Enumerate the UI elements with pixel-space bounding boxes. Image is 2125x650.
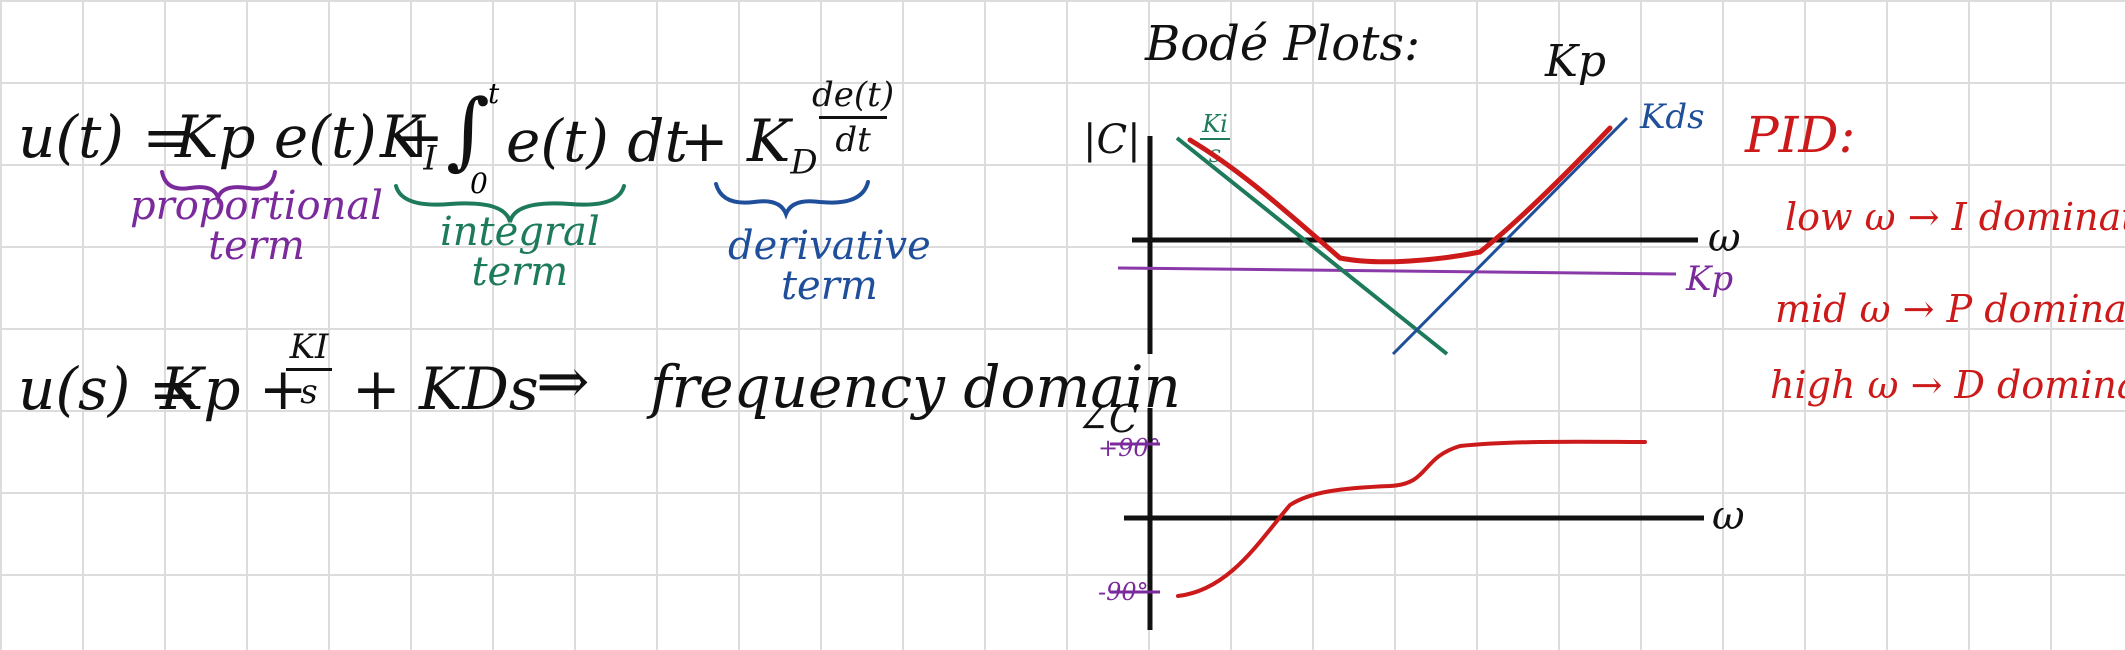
integral-expression: KI <box>380 108 437 176</box>
derivative-numerator: de(t) <box>812 75 895 115</box>
pid-title: PID: <box>1745 106 1856 164</box>
derivative-term-label: derivative term <box>728 226 931 306</box>
kp-magnitude-line <box>1117 266 1677 276</box>
time-lhs: u(t) = <box>18 103 191 171</box>
phase-axis-label: ∠C <box>1077 397 1138 441</box>
derivative-denominator: dt <box>835 120 871 160</box>
fraction-bar <box>286 368 332 371</box>
freq-ki-numerator: KI <box>289 327 329 367</box>
integral-lower-limit: 0 <box>470 167 488 200</box>
freq-plus-2: + <box>352 355 401 423</box>
integral-label-line2: term <box>471 249 569 295</box>
freq-kd-term: + KDs <box>352 360 539 418</box>
pid-magnitude-curve <box>1187 125 1613 265</box>
magnitude-omega-label: ω <box>1708 215 1741 261</box>
proportional-expression: Kp e(t) + <box>175 108 444 166</box>
ki-symbol: K <box>380 103 424 171</box>
kd-symbol: K <box>747 107 791 175</box>
kp-top-label: Kp <box>1545 36 1607 87</box>
kd-subscript: D <box>790 142 818 183</box>
derivative-fraction: de(t) dt <box>812 78 894 157</box>
pid-note-mid: mid ω → P dominates <box>1775 287 2125 331</box>
integral-sign: ∫ <box>446 81 490 179</box>
plus-sign: + <box>395 103 444 171</box>
integral-label-line1: integral <box>440 209 600 255</box>
integral-term-label: integral term <box>440 212 600 292</box>
bode-title: Bodé Plots: <box>1145 16 1421 72</box>
ki-magnitude-line <box>1175 136 1449 356</box>
frequency-domain-note: frequency domain <box>650 353 1181 421</box>
derivative-expression: + KD <box>680 112 818 180</box>
integrand: e(t) dt <box>506 107 688 175</box>
phase-omega-label: ω <box>1712 493 1745 539</box>
proportional-term-label: proportional term <box>130 186 383 266</box>
integral-upper-limit: t <box>488 77 500 110</box>
pid-note-high: high ω → D dominates <box>1770 363 2125 407</box>
derivative-label-line2: term <box>780 263 878 309</box>
plus-sign-2: + <box>680 107 729 175</box>
pid-note-low: low ω → I dominates <box>1785 195 2125 239</box>
freq-kd-s: KDs <box>419 355 539 423</box>
freq-lhs: u(s) = <box>18 355 198 423</box>
proportional-label-line1: proportional <box>130 183 383 229</box>
implies-arrow: ⇒ <box>536 345 590 419</box>
integral-brace <box>394 184 626 223</box>
derivative-brace <box>714 180 870 220</box>
time-domain-equation: u(t) = <box>18 108 191 166</box>
derivative-label-line1: derivative <box>728 223 931 269</box>
kds-line-label: Kds <box>1640 97 1705 137</box>
proportional-brace <box>160 170 277 206</box>
ki-over-s-numerator: Ki <box>1202 110 1228 138</box>
proportional-label-line2: term <box>208 223 305 269</box>
freq-ki-denominator: s <box>300 372 318 412</box>
fraction-bar <box>1200 138 1230 140</box>
freq-ki-fraction: KI s <box>286 330 332 409</box>
kp-line-label: Kp <box>1686 259 1734 299</box>
ki-subscript: I <box>423 138 437 179</box>
kd-magnitude-line <box>1391 116 1629 356</box>
pid-phase-curve <box>1176 439 1647 598</box>
magnitude-axis-label: |C| <box>1083 117 1141 163</box>
kp-term: Kp e(t) <box>175 103 377 171</box>
freq-kp: Kp <box>160 355 241 423</box>
fraction-bar <box>819 116 888 119</box>
